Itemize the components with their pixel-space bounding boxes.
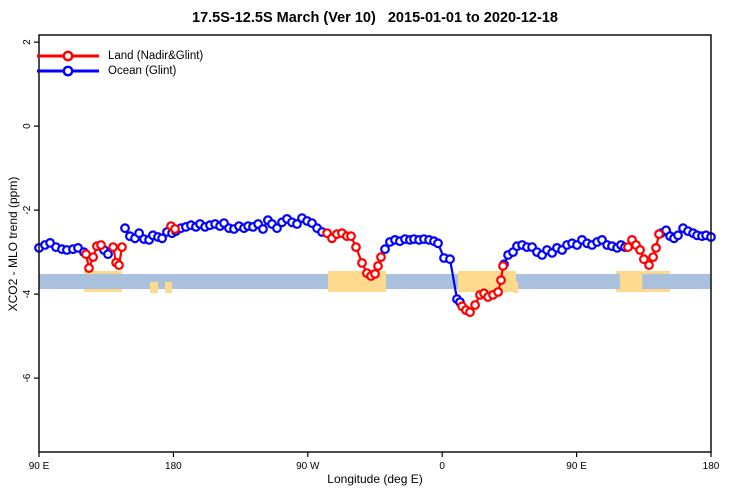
data-point [103,249,113,260]
land-band-sliver [149,281,159,294]
data-point [433,238,443,249]
data-point [470,300,481,310]
data-point [134,228,145,239]
legend-marker-icon [37,65,99,77]
legend: Land (Nadir&Glint) Ocean (Glint) [36,49,203,78]
data-point [370,269,380,279]
data-point [654,229,664,240]
data-point [346,231,356,242]
y-tick-label: 0 [22,123,33,129]
legend-item-land: Land (Nadir&Glint) [36,49,203,63]
data-point [96,240,106,250]
data-point [272,223,282,234]
data-point [635,245,645,255]
x-tick-label: 90 E [29,461,50,472]
land-series [81,221,664,318]
data-point [445,254,455,265]
data-point [648,252,658,263]
data-point [258,224,268,234]
land-band-sliver [165,281,173,294]
y-axis-label: XCO2 - MLO trend (ppm) [6,176,20,312]
y-tick-label: -4 [22,289,33,298]
axes: 90 E 180 90 W 0 90 E 180 2 0 -2 -4 -6 [22,34,720,472]
data-point [465,307,475,318]
legend-item-ocean: Ocean (Glint) [36,64,203,78]
legend-label: Land (Nadir&Glint) [108,50,204,62]
data-point [498,261,508,271]
data-point [157,233,168,244]
data-point [651,242,661,253]
data-point [117,242,127,253]
surface-type-band [39,270,711,294]
x-tick-label: 90 E [566,461,587,472]
land-band-sliver [513,281,519,294]
x-tick-label: 180 [165,461,182,472]
data-point [639,254,649,265]
data-point [493,287,504,297]
chart-title: 17.5S-12.5S March (Ver 10) 2015-01-01 to… [192,10,558,26]
data-point [673,230,683,241]
ocean-series [34,213,716,308]
data-point [108,242,118,253]
data-point [380,244,390,255]
data-point [376,252,386,263]
land-band-patch [619,270,643,293]
y-tick-label: 2 [22,39,33,45]
data-point [170,224,180,234]
land-band-patch [458,270,516,293]
y-tick-label: -2 [22,205,33,214]
data-point [357,258,367,268]
y-tick-label: -6 [22,373,33,382]
legend-label: Ocean (Glint) [108,65,177,77]
data-point [496,275,506,286]
data-point [292,219,302,229]
x-tick-label: 180 [703,461,720,472]
data-point [120,223,130,234]
x-tick-label: 0 [439,461,445,472]
x-axis-label: Longitude (deg E) [327,472,423,486]
data-point [84,263,94,274]
x-tick-label: 90 W [296,461,320,472]
legend-marker-icon [37,50,99,62]
data-point [373,261,383,271]
data-point [88,252,98,263]
data-point [114,260,124,271]
data-point [351,242,361,253]
data-point [644,260,654,271]
